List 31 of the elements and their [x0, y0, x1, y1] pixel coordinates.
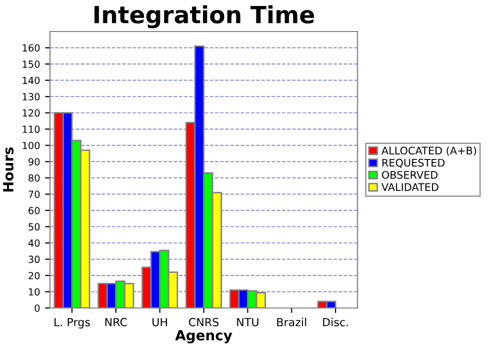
x-tick-label: NTU — [237, 318, 258, 326]
y-tick-label: 120 — [22, 109, 40, 117]
y-tick-label: 30 — [28, 256, 40, 264]
x-tick-label: CNRS — [188, 318, 219, 326]
y-tick-label: 130 — [22, 93, 40, 100]
chart-title: Integration Time — [94, 5, 314, 28]
legend-label: REQUESTED — [382, 158, 445, 168]
x-tick-label: L. Prgs — [54, 318, 90, 328]
y-tick-label: 40 — [28, 239, 40, 247]
x-tick-label: UH — [152, 318, 167, 326]
y-tick-label: 140 — [22, 76, 40, 84]
y-tick-label: 90 — [28, 158, 40, 166]
legend-label: VALIDATED — [381, 183, 438, 191]
x-tick-label: Brazil — [277, 318, 306, 326]
legend-label: OBSERVED — [382, 170, 438, 179]
y-tick-label: 100 — [22, 142, 40, 150]
x-tick-label: NRC — [105, 318, 127, 326]
y-tick-label: 60 — [28, 206, 40, 214]
y-tick-label: 50 — [28, 223, 40, 231]
y-tick-label: 110 — [22, 126, 40, 133]
x-tick-label: Disc. — [323, 318, 348, 326]
y-tick-label: 160 — [22, 44, 40, 52]
y-axis-title: Hours — [3, 147, 14, 192]
x-axis-title: Agency — [175, 330, 232, 344]
y-tick-label: 70 — [28, 190, 40, 198]
y-tick-label: 80 — [28, 174, 40, 182]
legend-label: ALLOCATED (A+B) — [381, 146, 476, 156]
y-tick-label: 150 — [22, 60, 40, 68]
y-tick-label: 10 — [28, 288, 40, 296]
y-tick-label: 20 — [28, 272, 40, 280]
y-tick-label: 0 — [34, 304, 40, 312]
